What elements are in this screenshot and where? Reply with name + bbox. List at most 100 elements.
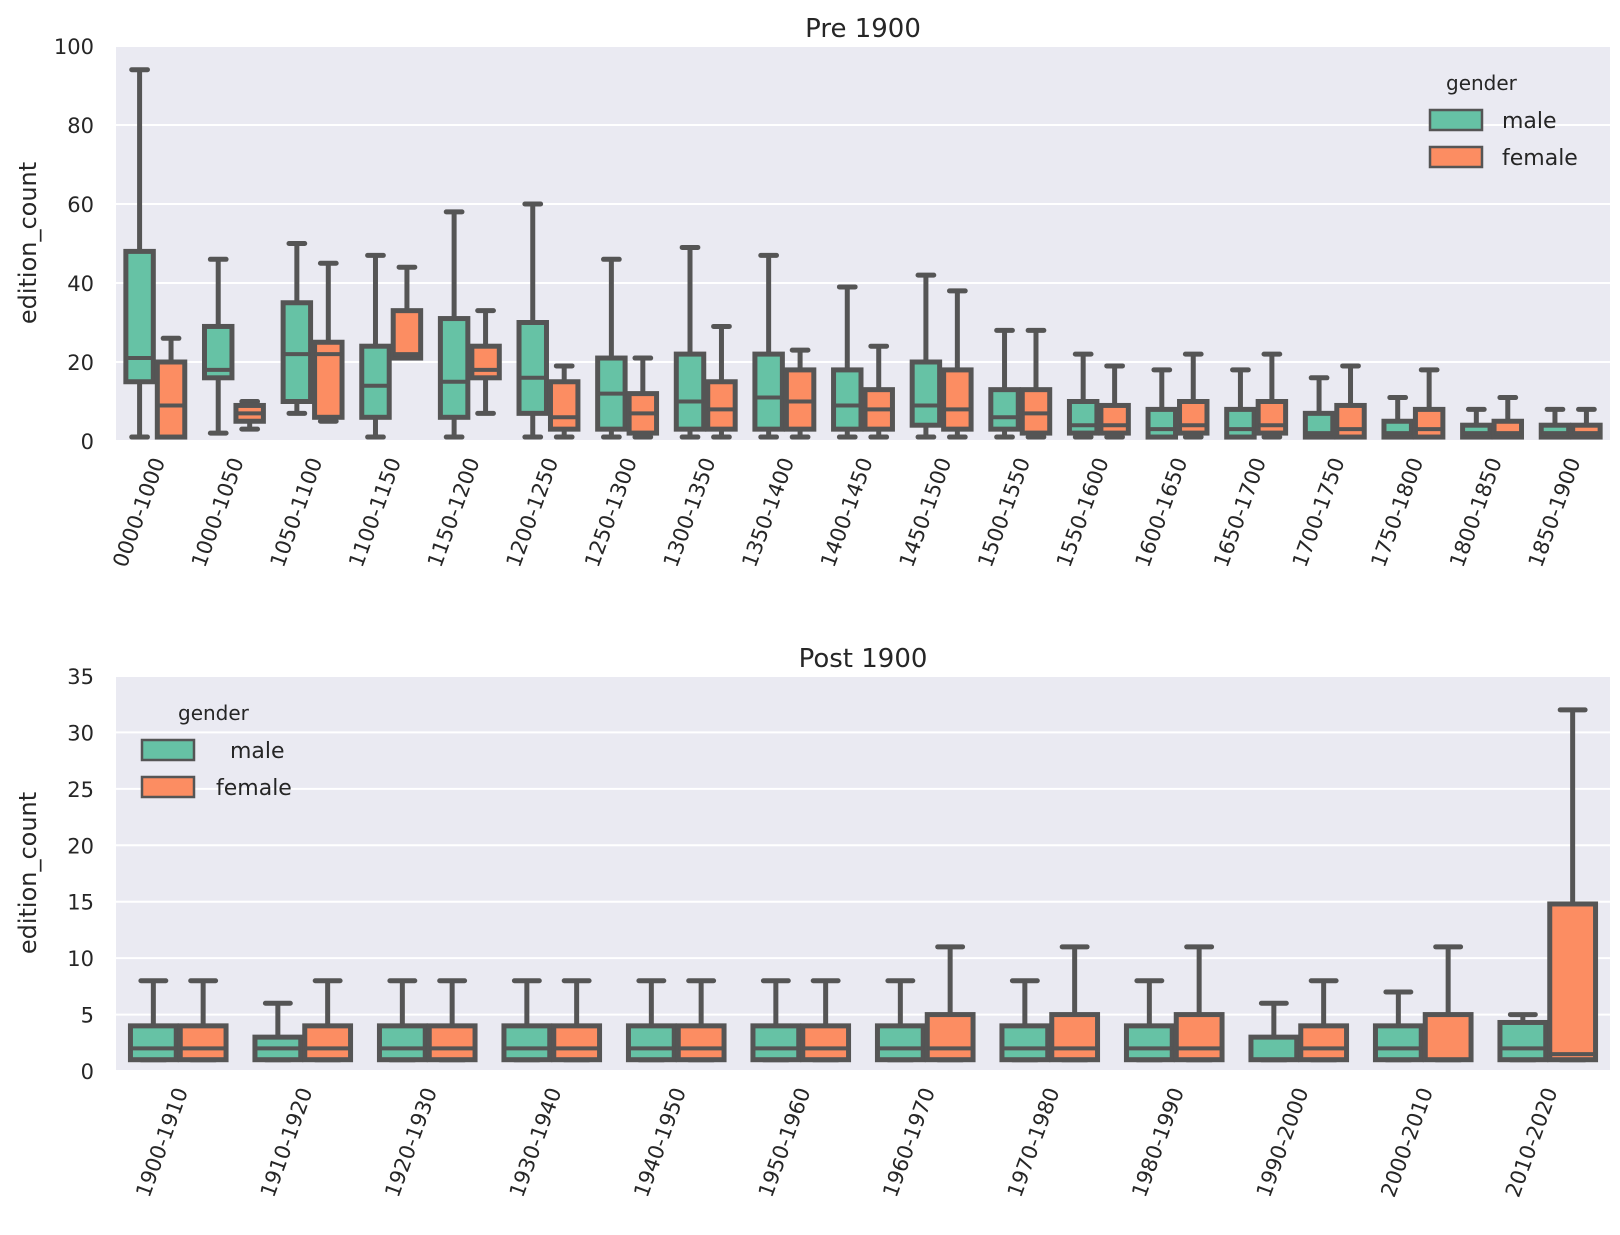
post-1900-y-tick-label: 0 xyxy=(81,1060,94,1084)
post-1900-x-tick-label: 2010-2020 xyxy=(1501,1085,1563,1201)
post-1900-plot-background xyxy=(116,676,1610,1071)
box-female-1800-1850 xyxy=(1491,395,1525,440)
box-male-1750-1800 xyxy=(1381,395,1414,440)
post-1900-x-tick-label: 1950-1960 xyxy=(754,1085,816,1201)
post-1900-x-tick-label: 1980-1990 xyxy=(1127,1085,1189,1201)
box-female-1990-2000 xyxy=(1298,978,1350,1063)
box-male-1700-1750 xyxy=(1302,375,1336,440)
iqr-box xyxy=(800,1023,852,1063)
box-female-1550-1600 xyxy=(1098,363,1131,440)
box-male-1960-1970 xyxy=(874,978,926,1063)
pre-1900-x-tick-label: 1700-1750 xyxy=(1288,455,1350,571)
box-female-0000-1000 xyxy=(154,335,188,440)
box-male-1950-1960 xyxy=(750,978,802,1063)
box-female-1960-1970 xyxy=(924,944,976,1063)
pre-1900-y-tick-label: 20 xyxy=(67,351,94,375)
box-female-1650-1700 xyxy=(1255,351,1289,440)
iqr-box xyxy=(1422,1012,1474,1063)
post-1900-y-tick-label: 20 xyxy=(67,834,94,858)
iqr-box xyxy=(988,387,1021,432)
legend-title: gender xyxy=(178,701,250,725)
iqr-box xyxy=(1255,399,1289,436)
iqr-box xyxy=(673,351,707,432)
box-male-1050-1100 xyxy=(280,241,314,416)
iqr-box xyxy=(941,367,974,432)
iqr-box xyxy=(1098,402,1131,436)
pre-1900-boxes xyxy=(123,67,1603,440)
post-1900-x-tick-label: 1960-1970 xyxy=(878,1085,940,1201)
box-female-1850-1900 xyxy=(1570,406,1603,440)
pre-1900-legend: gender male female xyxy=(1428,71,1578,171)
iqr-box xyxy=(547,379,581,432)
post-1900-y-axis-label: edition_count xyxy=(14,792,42,954)
box-female-1150-1200 xyxy=(469,308,502,416)
box-male-1600-1650 xyxy=(1145,367,1179,440)
post-1900-y-tick-label: 10 xyxy=(67,947,94,971)
legend-title: gender xyxy=(1446,71,1518,95)
box-male-1980-1990 xyxy=(1123,978,1175,1063)
pre-1900-x-tick-label: 1550-1600 xyxy=(1052,455,1114,571)
iqr-box xyxy=(1298,1023,1350,1063)
pre-1900-x-tick-label: 1050-1100 xyxy=(266,455,328,571)
box-female-1950-1960 xyxy=(800,978,852,1063)
iqr-box xyxy=(376,1023,428,1063)
post-1900-boxes xyxy=(127,707,1599,1063)
legend-swatch-female xyxy=(1428,145,1484,169)
box-female-1750-1800 xyxy=(1412,367,1446,440)
iqr-box xyxy=(1123,1023,1175,1063)
box-female-1940-1950 xyxy=(675,978,727,1063)
post-1900-y-tick-label: 5 xyxy=(81,1004,94,1028)
iqr-box xyxy=(752,351,785,432)
box-male-1250-1300 xyxy=(595,256,628,440)
post-1900-y-tick-label: 35 xyxy=(67,665,94,689)
box-male-1550-1600 xyxy=(1066,351,1100,440)
iqr-box xyxy=(302,1023,354,1063)
box-female-2000-2010 xyxy=(1422,944,1474,1063)
pre-1900-x-tick-label: 1600-1650 xyxy=(1131,455,1193,571)
box-female-1500-1550 xyxy=(1019,327,1053,440)
post-1900-y-ticks: 0 5 10 15 20 25 30 35 xyxy=(67,665,94,1084)
box-female-1200-1250 xyxy=(547,363,581,440)
post-1900-x-tick-label: 1940-1950 xyxy=(629,1085,691,1201)
box-male-1350-1400 xyxy=(752,252,785,440)
iqr-box xyxy=(469,343,502,381)
legend-label-male: male xyxy=(1502,109,1557,134)
box-male-1300-1350 xyxy=(673,244,707,440)
pre-1900-x-tick-label: 1500-1550 xyxy=(973,455,1035,571)
iqr-box xyxy=(516,320,549,416)
iqr-box xyxy=(1145,406,1179,440)
iqr-box xyxy=(390,308,424,361)
pre-1900-x-tick-label: 1300-1350 xyxy=(659,455,721,571)
iqr-box xyxy=(831,367,864,432)
iqr-box xyxy=(501,1023,553,1063)
iqr-box xyxy=(127,1023,179,1063)
box-male-1000-1050 xyxy=(201,256,235,436)
box-male-1100-1150 xyxy=(359,252,392,440)
box-female-1300-1350 xyxy=(705,323,738,440)
box-male-1940-1950 xyxy=(625,978,677,1063)
box-male-1900-1910 xyxy=(127,978,179,1063)
post-1900-y-tick-label: 25 xyxy=(67,778,94,802)
post-1900-x-tick-label: 1920-1930 xyxy=(380,1085,442,1201)
iqr-box xyxy=(999,1023,1051,1063)
post-1900-y-tick-label: 15 xyxy=(67,891,94,915)
box-male-1450-1500 xyxy=(909,272,943,440)
iqr-box xyxy=(1547,901,1599,1063)
box-female-1970-1980 xyxy=(1049,944,1101,1063)
iqr-box xyxy=(1224,406,1257,440)
iqr-box xyxy=(924,1012,976,1063)
iqr-box xyxy=(1412,406,1446,440)
iqr-box xyxy=(750,1023,802,1063)
box-female-1000-1050 xyxy=(233,399,266,432)
pre-1900-x-tick-label: 1350-1400 xyxy=(737,455,799,571)
iqr-box xyxy=(1049,1012,1101,1063)
box-male-1800-1850 xyxy=(1460,406,1493,440)
pre-1900-x-tick-label: 1850-1900 xyxy=(1524,455,1586,571)
pre-1900-y-tick-label: 80 xyxy=(67,114,94,138)
pre-1900-x-tick-label: 1100-1150 xyxy=(344,455,406,571)
box-female-1400-1450 xyxy=(862,343,895,440)
pre-1900-panel: Pre 1900 edition_count 0 20 40 60 80 100 0000… xyxy=(14,14,1610,570)
legend-swatch-female xyxy=(140,775,196,799)
box-female-1100-1150 xyxy=(390,264,424,361)
iqr-box xyxy=(154,359,188,440)
